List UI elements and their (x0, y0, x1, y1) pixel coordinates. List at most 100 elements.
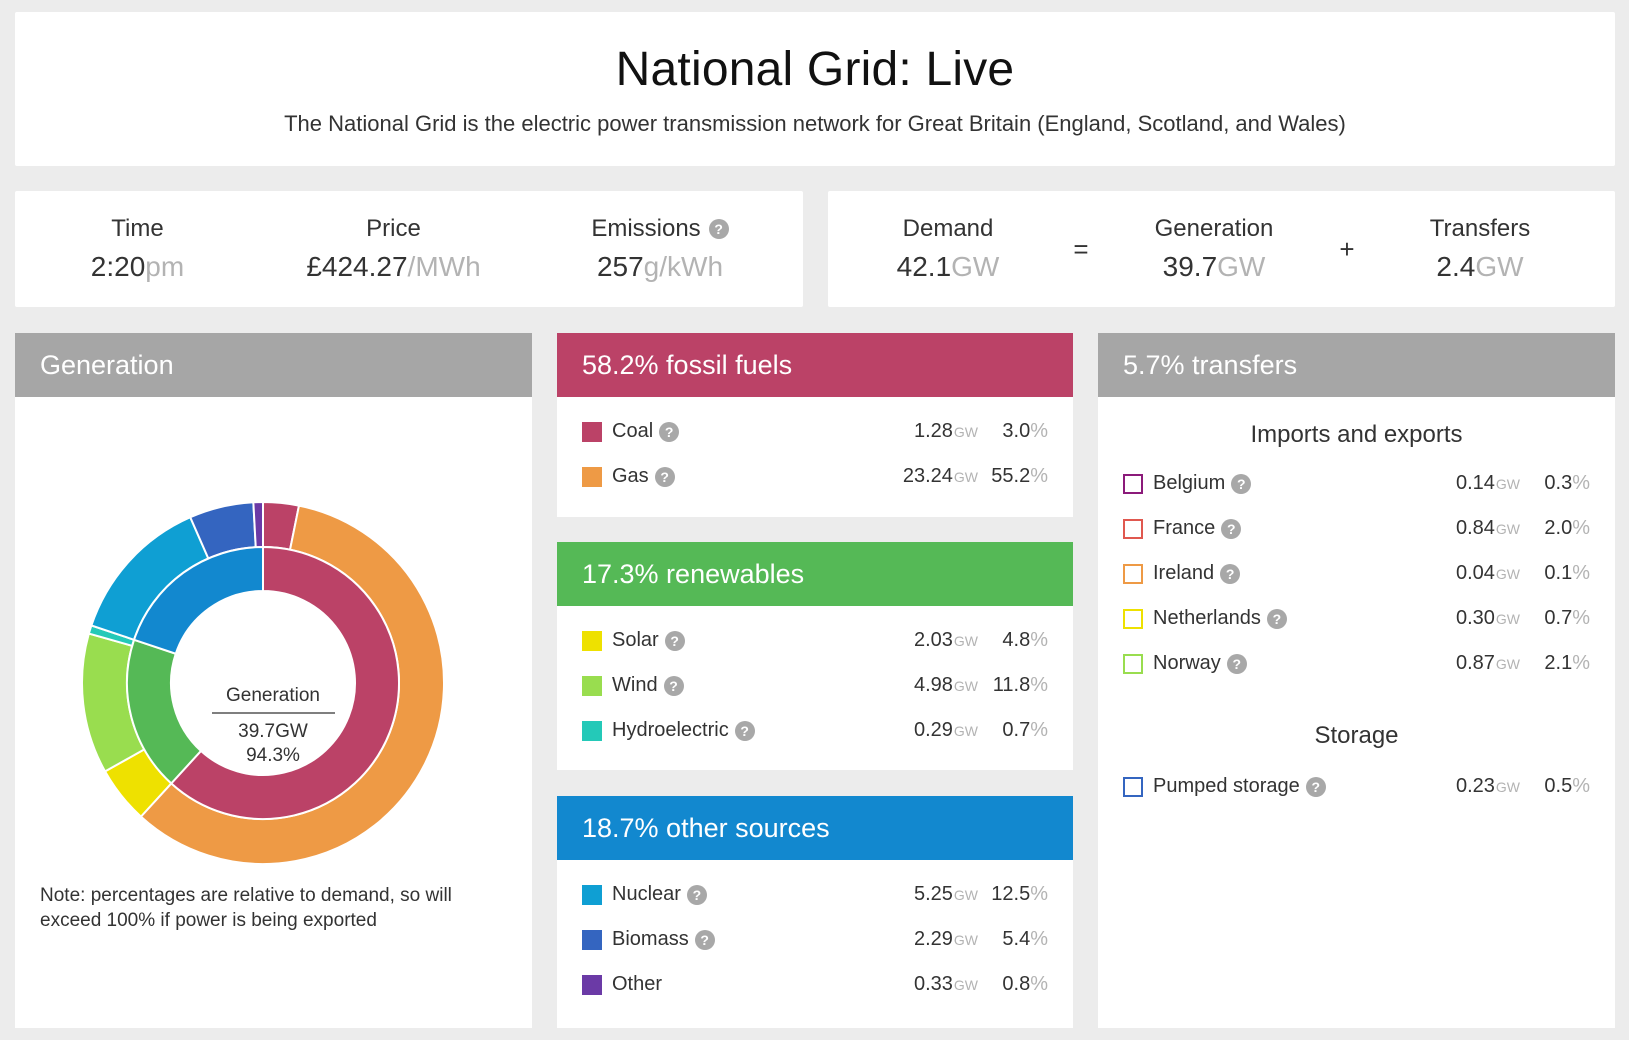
help-icon[interactable]: ? (1266, 608, 1287, 629)
stat-emissions-value: 257 (596, 251, 644, 282)
pct-unit: % (1030, 719, 1048, 741)
stat-time: Time 2:20pm (15, 215, 260, 283)
donut-center-label: Generation (226, 685, 320, 706)
pct-unit: % (1572, 472, 1590, 494)
stat-emissions: Emissions? 257g/kWh (527, 215, 793, 283)
source-row-pumped-storage: Pumped storage? 0.23GW 0.5% (1098, 764, 1615, 809)
source-row-wind: Wind? 4.98GW 11.8% (557, 663, 1073, 708)
stat-generation-value: 39.7 (1162, 251, 1218, 282)
help-icon[interactable]: ? (686, 884, 707, 905)
ireland-color-swatch (1123, 563, 1143, 584)
source-gw-value: 2.03 (913, 629, 953, 651)
fossil-panel: 58.2% fossil fuels Coal? 1.28GW 3.0% Gas? 23… (557, 333, 1073, 517)
source-row-gas: Gas? 23.24GW 55.2% (557, 454, 1073, 499)
other-list: Nuclear? 5.25GW 12.5% Biomass? 2.29GW 5.4% Oth… (557, 860, 1073, 1007)
help-icon[interactable]: ? (663, 675, 684, 696)
gw-unit: GW (953, 887, 978, 903)
source-pct-value: 2.1 (1544, 652, 1573, 674)
generation-donut-chart[interactable]: Generation 39.7GW 94.3% (15, 397, 532, 867)
source-gw-value: 23.24 (902, 465, 953, 487)
page-title: National Grid: Live (615, 43, 1015, 96)
help-icon[interactable]: ? (654, 466, 675, 487)
pct-unit: % (1030, 629, 1048, 651)
gw-unit: GW (953, 723, 978, 739)
equals-sign: = (1073, 233, 1089, 264)
pct-unit: % (1572, 775, 1590, 797)
wind-color-swatch (582, 675, 602, 696)
pct-unit: % (1030, 420, 1048, 442)
source-pct-value: 0.5 (1544, 775, 1573, 797)
source-gw-value: 4.98 (913, 674, 953, 696)
source-pct-value: 3.0 (1002, 420, 1031, 442)
imports-list: Belgium? 0.14GW 0.3% France? 0.84GW 2.0% Irela… (1098, 449, 1615, 686)
pct-unit: % (1572, 517, 1590, 539)
imports-exports-heading: Imports and exports (1250, 421, 1463, 448)
source-gw-value: 0.87 (1455, 652, 1495, 674)
stat-time-unit: pm (145, 251, 185, 282)
donut-center-value: 39.7GW (238, 721, 308, 742)
other-color-swatch (582, 974, 602, 995)
source-pct-value: 0.7 (1544, 607, 1573, 629)
source-name: Hydroelectric (612, 719, 729, 741)
source-row-nuclear: Nuclear? 5.25GW 12.5% (557, 872, 1073, 917)
source-name: Ireland (1153, 562, 1215, 584)
renewables-panel-title: 17.3% renewables (557, 542, 1073, 606)
help-icon[interactable]: ? (659, 421, 680, 442)
stat-emissions-unit: g/kWh (643, 251, 724, 282)
belgium-color-swatch (1123, 473, 1143, 494)
help-icon[interactable]: ? (1231, 473, 1252, 494)
source-row-solar: Solar? 2.03GW 4.8% (557, 618, 1073, 663)
help-icon[interactable]: ? (664, 630, 685, 651)
help-icon[interactable]: ? (1305, 776, 1326, 797)
storage-list: Pumped storage? 0.23GW 0.5% (1098, 750, 1615, 809)
inner-ring (126, 545, 400, 820)
gw-unit: GW (953, 633, 978, 649)
donut-slice-other[interactable] (252, 500, 264, 549)
netherlands-color-swatch (1123, 608, 1143, 629)
stat-time-value: 2:20 (90, 251, 146, 282)
norway-color-swatch (1123, 653, 1143, 674)
power-balance: Demand 42.1GW = Generation 39.7GW + Tran… (828, 191, 1615, 307)
source-gw-value: 0.33 (913, 973, 953, 995)
help-icon[interactable]: ? (1226, 653, 1247, 674)
source-gw-value: 2.29 (913, 928, 953, 950)
hydroelectric-color-swatch (582, 720, 602, 741)
stat-price: Price £424.27/MWh (260, 215, 527, 283)
coal-color-swatch (582, 421, 602, 442)
source-name: Coal (612, 420, 654, 442)
stat-generation: Generation 39.7GW (1094, 215, 1334, 283)
source-row-biomass: Biomass? 2.29GW 5.4% (557, 917, 1073, 962)
help-icon[interactable]: ? (734, 720, 755, 741)
help-icon[interactable]: ? (1220, 563, 1241, 584)
stat-time-label: Time (111, 215, 164, 242)
stat-emissions-label: Emissions (591, 215, 701, 242)
pct-unit: % (1572, 652, 1590, 674)
pumped-storage-color-swatch (1123, 776, 1143, 797)
source-row-norway: Norway? 0.87GW 2.1% (1098, 641, 1615, 686)
help-icon[interactable]: ? (708, 219, 729, 239)
source-name: Gas (612, 465, 649, 487)
transfers-panel: 5.7% transfers Imports and exports Belgi… (1098, 333, 1615, 1028)
source-row-france: France? 0.84GW 2.0% (1098, 506, 1615, 551)
donut-slice-fossil-fuels[interactable] (169, 545, 400, 820)
generation-panel-title: Generation (15, 333, 532, 397)
help-icon[interactable]: ? (1221, 518, 1242, 539)
pct-unit: % (1572, 607, 1590, 629)
source-pct-value: 0.7 (1002, 719, 1031, 741)
help-icon[interactable]: ? (694, 929, 715, 950)
source-gw-value: 0.04 (1455, 562, 1495, 584)
source-pct-value: 0.1 (1544, 562, 1573, 584)
pct-unit: % (1572, 562, 1590, 584)
stat-demand-unit: GW (951, 251, 1000, 282)
stat-price-value: £424.27 (306, 251, 408, 282)
other-panel-title: 18.7% other sources (557, 796, 1073, 860)
solar-color-swatch (582, 630, 602, 651)
pct-unit: % (1030, 928, 1048, 950)
donut-slice-other-sources[interactable] (132, 545, 264, 656)
source-name: Nuclear (612, 883, 681, 905)
source-pct-value: 0.8 (1002, 973, 1031, 995)
source-name: Biomass (612, 928, 689, 950)
source-name: Belgium (1153, 472, 1226, 494)
fossil-list: Coal? 1.28GW 3.0% Gas? 23.24GW 55.2% (557, 397, 1073, 499)
source-name: Other (612, 973, 663, 995)
